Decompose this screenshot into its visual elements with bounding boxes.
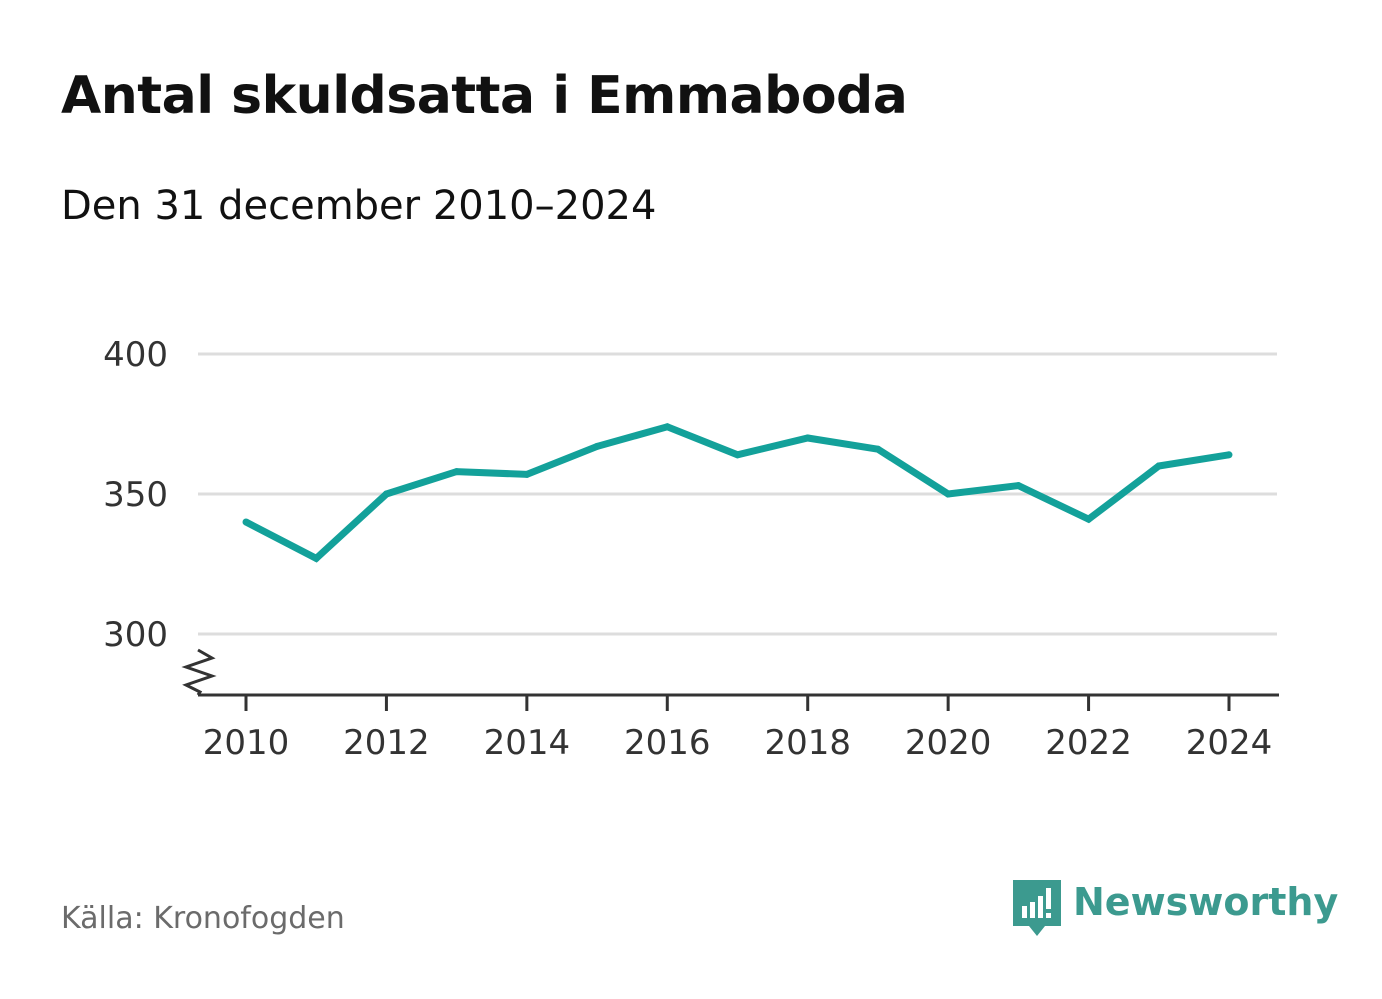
data-point — [944, 490, 952, 498]
data-point — [453, 468, 461, 476]
y-tick-label: 350 — [103, 475, 168, 515]
brand-name: Newsworthy — [1073, 880, 1339, 924]
y-axis-ticks: 300 350 400 — [103, 335, 168, 655]
brand-logo: Newsworthy — [1011, 878, 1338, 940]
data-point — [734, 451, 741, 459]
x-tick-label: 2014 — [484, 723, 571, 763]
x-tick-label: 2018 — [764, 723, 851, 763]
x-axis — [181, 648, 1279, 697]
data-point — [1225, 451, 1233, 459]
gridlines — [198, 352, 1277, 636]
x-tick-label: 2022 — [1045, 723, 1132, 763]
data-point — [523, 470, 531, 478]
x-tick-label: 2020 — [905, 723, 992, 763]
data-point — [804, 434, 812, 442]
data-point — [1014, 482, 1022, 490]
x-tick-label: 2012 — [343, 723, 430, 763]
data-point — [593, 442, 601, 450]
chart-subtitle: Den 31 december 2010–2024 — [61, 183, 657, 229]
axis-break-icon — [181, 648, 217, 696]
chart-title: Antal skuldsatta i Emmaboda — [61, 66, 908, 126]
series — [242, 423, 1233, 563]
x-tick-label: 2010 — [203, 723, 290, 763]
source-note: Källa: Kronofogden — [61, 901, 345, 936]
data-point — [1085, 515, 1093, 523]
x-axis-ticks: 2010 2012 2014 2016 2018 2020 2022 2024 — [203, 695, 1273, 763]
data-point — [1155, 462, 1163, 470]
y-tick-label: 300 — [103, 615, 168, 655]
x-tick-label: 2024 — [1186, 723, 1273, 763]
data-point — [312, 554, 320, 562]
data-point — [382, 490, 390, 498]
data-point — [874, 445, 882, 453]
data-point — [242, 518, 250, 526]
y-tick-label: 400 — [103, 335, 168, 375]
x-tick-label: 2016 — [624, 723, 711, 763]
data-point — [663, 423, 671, 431]
newsworthy-logo-icon — [1013, 880, 1061, 936]
